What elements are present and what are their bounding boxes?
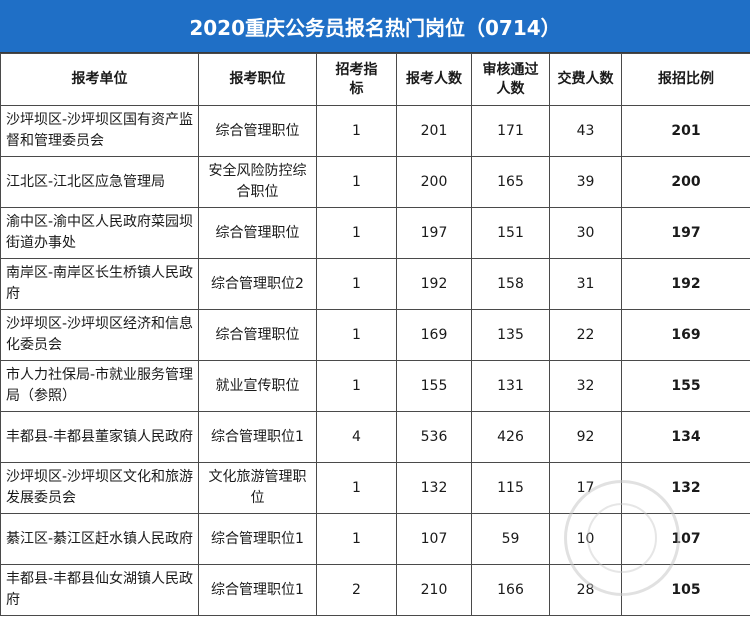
approved-cell: 59 xyxy=(471,513,550,565)
table-row: 沙坪坝区-沙坪坝区经济和信息化委员会 综合管理职位 1 169 135 22 169 xyxy=(0,309,750,361)
applicants-cell: 192 xyxy=(396,258,472,310)
table-row: 丰都县-丰都县董家镇人民政府 综合管理职位1 4 536 426 92 134 xyxy=(0,411,750,463)
paid-cell: 22 xyxy=(549,309,622,361)
approved-cell: 426 xyxy=(471,411,550,463)
unit-cell: 渝中区-渝中区人民政府菜园坝街道办事处 xyxy=(0,207,199,259)
ratio-cell: 132 xyxy=(621,462,750,514)
paid-cell: 39 xyxy=(549,156,622,208)
position-cell: 文化旅游管理职位 xyxy=(198,462,317,514)
position-cell: 安全风险防控综合职位 xyxy=(198,156,317,208)
quota-cell: 1 xyxy=(316,207,397,259)
position-cell: 就业宣传职位 xyxy=(198,360,317,412)
unit-cell: 南岸区-南岸区长生桥镇人民政府 xyxy=(0,258,199,310)
unit-cell: 丰都县-丰都县仙女湖镇人民政府 xyxy=(0,564,199,616)
ratio-cell: 192 xyxy=(621,258,750,310)
ratio-cell: 105 xyxy=(621,564,750,616)
applicants-cell: 132 xyxy=(396,462,472,514)
unit-cell: 江北区-江北区应急管理局 xyxy=(0,156,199,208)
table-title: 2020重庆公务员报名热门岗位（0714） xyxy=(0,0,750,53)
header-paid: 交费人数 xyxy=(549,53,622,106)
applicants-cell: 155 xyxy=(396,360,472,412)
applicants-cell: 169 xyxy=(396,309,472,361)
approved-cell: 131 xyxy=(471,360,550,412)
paid-cell: 30 xyxy=(549,207,622,259)
unit-cell: 市人力社保局-市就业服务管理局（参照） xyxy=(0,360,199,412)
paid-cell: 43 xyxy=(549,105,622,157)
header-ratio: 报招比例 xyxy=(621,53,750,106)
position-cell: 综合管理职位1 xyxy=(198,513,317,565)
paid-cell: 17 xyxy=(549,462,622,514)
table-row: 沙坪坝区-沙坪坝区国有资产监督和管理委员会 综合管理职位 1 201 171 43 201 xyxy=(0,105,750,157)
jobs-table: 报考单位 报考职位 招考指标 报考人数 审核通过人数 交费人数 报招比例 沙坪坝… xyxy=(0,53,750,616)
ratio-cell: 169 xyxy=(621,309,750,361)
paid-cell: 92 xyxy=(549,411,622,463)
quota-cell: 1 xyxy=(316,513,397,565)
ratio-cell: 155 xyxy=(621,360,750,412)
applicants-cell: 201 xyxy=(396,105,472,157)
position-cell: 综合管理职位 xyxy=(198,207,317,259)
approved-cell: 165 xyxy=(471,156,550,208)
paid-cell: 31 xyxy=(549,258,622,310)
unit-cell: 綦江区-綦江区赶水镇人民政府 xyxy=(0,513,199,565)
header-unit: 报考单位 xyxy=(0,53,199,106)
ratio-cell: 200 xyxy=(621,156,750,208)
table-row: 丰都县-丰都县仙女湖镇人民政府 综合管理职位1 2 210 166 28 105 xyxy=(0,564,750,616)
table-row: 市人力社保局-市就业服务管理局（参照） 就业宣传职位 1 155 131 32 155 xyxy=(0,360,750,412)
table-row: 南岸区-南岸区长生桥镇人民政府 综合管理职位2 1 192 158 31 192 xyxy=(0,258,750,310)
applicants-cell: 197 xyxy=(396,207,472,259)
ratio-cell: 197 xyxy=(621,207,750,259)
header-approved: 审核通过人数 xyxy=(471,53,550,106)
quota-cell: 1 xyxy=(316,309,397,361)
quota-cell: 4 xyxy=(316,411,397,463)
approved-cell: 171 xyxy=(471,105,550,157)
approved-cell: 166 xyxy=(471,564,550,616)
applicants-cell: 210 xyxy=(396,564,472,616)
paid-cell: 32 xyxy=(549,360,622,412)
header-applicants: 报考人数 xyxy=(396,53,472,106)
unit-cell: 丰都县-丰都县董家镇人民政府 xyxy=(0,411,199,463)
position-cell: 综合管理职位1 xyxy=(198,411,317,463)
applicants-cell: 107 xyxy=(396,513,472,565)
approved-cell: 158 xyxy=(471,258,550,310)
approved-cell: 151 xyxy=(471,207,550,259)
quota-cell: 1 xyxy=(316,462,397,514)
unit-cell: 沙坪坝区-沙坪坝区文化和旅游发展委员会 xyxy=(0,462,199,514)
position-cell: 综合管理职位2 xyxy=(198,258,317,310)
table-row: 江北区-江北区应急管理局 安全风险防控综合职位 1 200 165 39 200 xyxy=(0,156,750,208)
position-cell: 综合管理职位1 xyxy=(198,564,317,616)
approved-cell: 135 xyxy=(471,309,550,361)
table-row: 渝中区-渝中区人民政府菜园坝街道办事处 综合管理职位 1 197 151 30 197 xyxy=(0,207,750,259)
quota-cell: 1 xyxy=(316,156,397,208)
quota-cell: 1 xyxy=(316,360,397,412)
quota-cell: 1 xyxy=(316,258,397,310)
quota-cell: 2 xyxy=(316,564,397,616)
approved-cell: 115 xyxy=(471,462,550,514)
ratio-cell: 107 xyxy=(621,513,750,565)
table-body: 沙坪坝区-沙坪坝区国有资产监督和管理委员会 综合管理职位 1 201 171 43 201 江… xyxy=(0,105,750,616)
unit-cell: 沙坪坝区-沙坪坝区国有资产监督和管理委员会 xyxy=(0,105,199,157)
header-position: 报考职位 xyxy=(198,53,317,106)
applicants-cell: 536 xyxy=(396,411,472,463)
ratio-cell: 201 xyxy=(621,105,750,157)
position-cell: 综合管理职位 xyxy=(198,309,317,361)
header-row: 报考单位 报考职位 招考指标 报考人数 审核通过人数 交费人数 报招比例 xyxy=(0,53,750,106)
table-row: 綦江区-綦江区赶水镇人民政府 综合管理职位1 1 107 59 10 107 xyxy=(0,513,750,565)
table-row: 沙坪坝区-沙坪坝区文化和旅游发展委员会 文化旅游管理职位 1 132 115 17 132 xyxy=(0,462,750,514)
ratio-cell: 134 xyxy=(621,411,750,463)
applicants-cell: 200 xyxy=(396,156,472,208)
paid-cell: 28 xyxy=(549,564,622,616)
paid-cell: 10 xyxy=(549,513,622,565)
header-quota: 招考指标 xyxy=(316,53,397,106)
unit-cell: 沙坪坝区-沙坪坝区经济和信息化委员会 xyxy=(0,309,199,361)
position-cell: 综合管理职位 xyxy=(198,105,317,157)
quota-cell: 1 xyxy=(316,105,397,157)
